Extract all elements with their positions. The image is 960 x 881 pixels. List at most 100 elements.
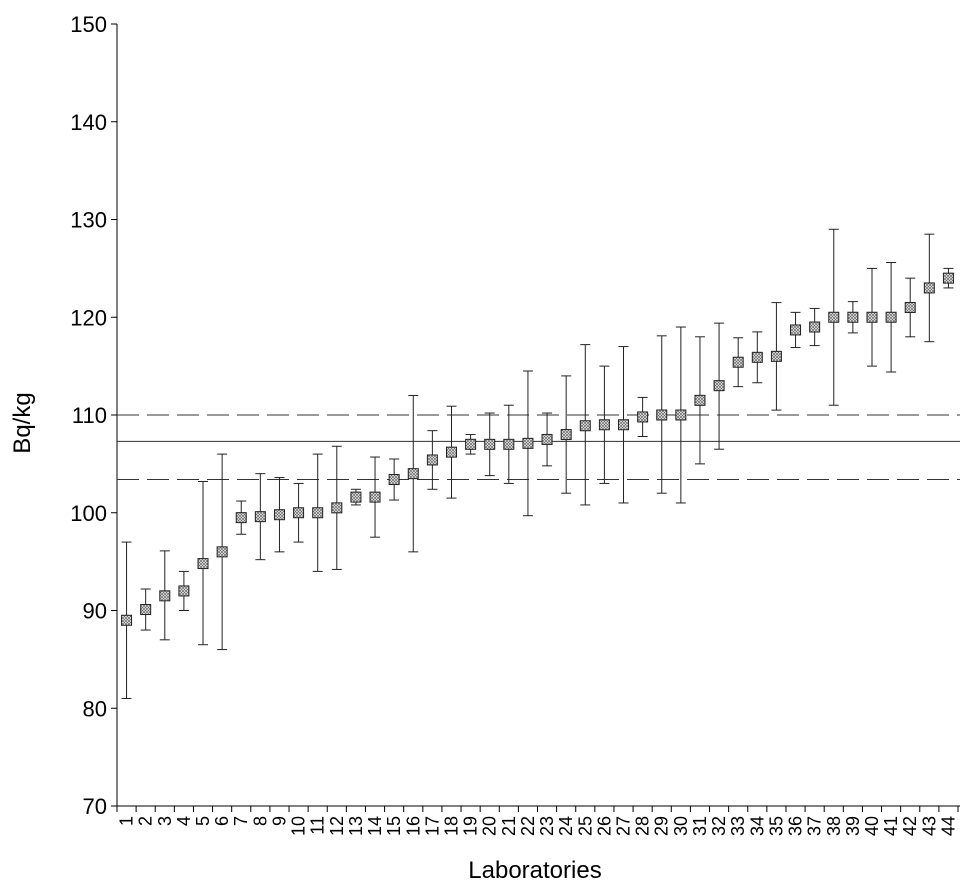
data-point: [312, 507, 324, 519]
x-tick-label: 38: [824, 816, 844, 836]
data-point: [522, 437, 534, 449]
x-tick-label: 41: [881, 816, 901, 836]
x-tick-label: 5: [193, 816, 213, 826]
y-tick-label: 90: [83, 599, 107, 624]
data-point: [809, 321, 821, 333]
data-point: [694, 394, 706, 406]
x-tick-label: 39: [843, 816, 863, 836]
x-tick-label: 10: [289, 816, 309, 836]
data-point: [426, 454, 438, 466]
y-tick-label: 120: [70, 305, 107, 330]
data-point: [541, 433, 553, 445]
data-point: [178, 585, 190, 597]
x-tick-label: 7: [231, 816, 251, 826]
x-tick-label: 3: [155, 816, 175, 826]
data-point: [675, 409, 687, 421]
data-point: [923, 282, 935, 294]
x-tick-label: 36: [786, 816, 806, 836]
data-point: [885, 311, 897, 323]
data-point: [273, 509, 285, 521]
data-point: [350, 491, 362, 503]
x-tick-label: 34: [747, 816, 767, 836]
data-point: [579, 420, 591, 432]
data-point: [216, 546, 228, 558]
x-tick-label: 30: [671, 816, 691, 836]
x-tick-label: 43: [919, 816, 939, 836]
data-point: [770, 350, 782, 362]
markers-layer: [121, 272, 954, 626]
data-point: [197, 558, 209, 570]
x-tick-label: 29: [652, 816, 672, 836]
x-tick-label: 27: [614, 816, 634, 836]
data-point: [637, 411, 649, 423]
axes-layer: [111, 23, 960, 812]
data-point: [484, 438, 496, 450]
x-tick-label: 44: [938, 816, 958, 836]
data-point: [140, 604, 152, 616]
y-tick-label: 100: [70, 501, 107, 526]
x-tick-label: 6: [212, 816, 232, 826]
x-tick-label: 35: [766, 816, 786, 836]
data-point: [866, 311, 878, 323]
x-tick-label: 25: [575, 816, 595, 836]
error-bars-layer: [121, 228, 954, 699]
reference-lines-layer: [117, 414, 960, 481]
data-point: [407, 468, 419, 480]
x-tick-label: 13: [346, 816, 366, 836]
x-tick-label: 18: [441, 816, 461, 836]
data-point: [445, 446, 457, 458]
x-tick-label: 4: [174, 816, 194, 826]
x-tick-label: 16: [403, 816, 423, 836]
x-tick-label: 9: [269, 816, 289, 826]
x-tick-label: 23: [537, 816, 557, 836]
y-tick-label: 140: [70, 110, 107, 135]
data-point: [828, 311, 840, 323]
data-point: [560, 429, 572, 441]
x-tick-label: 31: [690, 816, 710, 836]
x-tick-label: 17: [422, 816, 442, 836]
x-tick-label: 40: [862, 816, 882, 836]
data-point: [713, 380, 725, 392]
x-tick-label: 12: [327, 816, 347, 836]
x-tick-label: 42: [900, 816, 920, 836]
data-point: [331, 502, 343, 514]
x-tick-label: 22: [518, 816, 538, 836]
data-point: [598, 419, 610, 431]
data-point: [388, 474, 400, 486]
data-point: [235, 512, 247, 524]
x-tick-label: 15: [384, 816, 404, 836]
y-tick-label: 130: [70, 208, 107, 233]
x-axis-title: Laboratories: [468, 857, 601, 881]
x-tick-label: 2: [136, 816, 156, 826]
data-point: [254, 511, 266, 523]
y-tick-label: 110: [72, 403, 107, 428]
x-tick-label: 26: [594, 816, 614, 836]
data-point: [618, 419, 630, 431]
x-tick-label: 14: [365, 816, 385, 836]
data-point: [942, 272, 954, 284]
data-point: [159, 590, 171, 602]
y-tick-label: 70: [83, 794, 107, 819]
data-point: [790, 324, 802, 336]
data-point: [904, 301, 916, 313]
x-tick-label: 8: [250, 816, 270, 826]
x-tick-label: 1: [117, 816, 137, 826]
x-tick-label: 19: [461, 816, 481, 836]
data-point: [751, 351, 763, 363]
x-tick-label: 37: [805, 816, 825, 836]
data-point: [369, 491, 381, 503]
y-axis-title: Bq/kg: [9, 392, 36, 453]
x-tick-label: 20: [480, 816, 500, 836]
x-tick-label: 32: [709, 816, 729, 836]
data-point: [121, 614, 133, 626]
y-tick-label: 150: [70, 12, 107, 37]
data-point: [465, 438, 477, 450]
y-tick-label: 80: [83, 696, 107, 721]
data-point: [293, 507, 305, 519]
x-tick-label: 11: [308, 816, 328, 835]
data-point: [847, 311, 859, 323]
x-tick-label: 24: [556, 816, 576, 836]
